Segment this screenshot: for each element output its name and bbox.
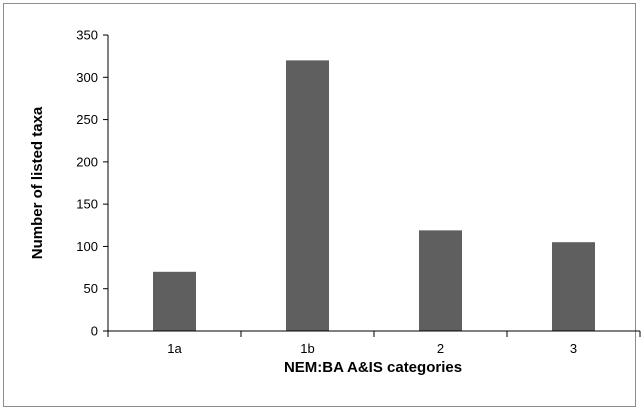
- y-tick-label: 300: [76, 70, 98, 85]
- x-tick-label: 3: [570, 341, 577, 356]
- x-axis-ticks: 1a 1b 2 3: [107, 331, 641, 356]
- bar-3: [552, 242, 595, 331]
- y-axis-ticks: 0 50 100 150 200 250 300 350: [76, 28, 108, 339]
- y-tick-label: 100: [76, 239, 98, 254]
- y-tick-label: 350: [76, 28, 98, 43]
- x-tick-label: 1a: [167, 341, 182, 356]
- x-axis-title: NEM:BA A&IS categories: [284, 359, 462, 376]
- bar-1b: [286, 60, 329, 331]
- y-tick-label: 150: [76, 197, 98, 212]
- bar-1a: [153, 271, 196, 331]
- y-axis-title: Number of listed taxa: [29, 106, 46, 259]
- x-tick-label: 1b: [300, 341, 314, 356]
- y-tick-label: 50: [84, 281, 98, 296]
- y-tick-label: 0: [91, 324, 98, 339]
- x-tick-label: 2: [437, 341, 444, 356]
- bar-2: [419, 230, 462, 331]
- bars: [153, 60, 595, 331]
- y-tick-label: 250: [76, 112, 98, 127]
- y-tick-label: 200: [76, 154, 98, 169]
